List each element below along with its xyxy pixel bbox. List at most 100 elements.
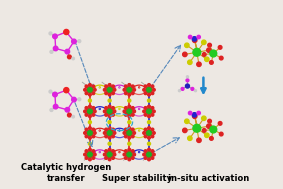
- Circle shape: [147, 142, 151, 145]
- Circle shape: [146, 87, 152, 93]
- Circle shape: [143, 88, 145, 91]
- Circle shape: [89, 84, 91, 86]
- Circle shape: [144, 150, 147, 153]
- Circle shape: [128, 105, 131, 108]
- Circle shape: [85, 85, 88, 88]
- Circle shape: [72, 97, 76, 102]
- Circle shape: [197, 35, 200, 39]
- Circle shape: [202, 129, 206, 132]
- Circle shape: [179, 90, 181, 92]
- Circle shape: [151, 113, 154, 116]
- Circle shape: [107, 130, 113, 136]
- Circle shape: [146, 130, 152, 136]
- Circle shape: [68, 113, 71, 117]
- Circle shape: [144, 92, 147, 95]
- Circle shape: [50, 108, 53, 112]
- Circle shape: [148, 105, 150, 108]
- Circle shape: [143, 110, 145, 113]
- Circle shape: [144, 128, 147, 131]
- Circle shape: [108, 158, 111, 161]
- Circle shape: [143, 132, 145, 134]
- Circle shape: [202, 40, 206, 44]
- Circle shape: [218, 122, 222, 125]
- Circle shape: [107, 152, 113, 158]
- Circle shape: [144, 135, 147, 138]
- Circle shape: [112, 92, 114, 95]
- Circle shape: [192, 114, 197, 119]
- Circle shape: [151, 85, 154, 88]
- Circle shape: [84, 88, 86, 91]
- Circle shape: [125, 85, 127, 88]
- Circle shape: [112, 150, 114, 153]
- Circle shape: [151, 128, 154, 131]
- Circle shape: [192, 113, 197, 117]
- Circle shape: [148, 127, 150, 129]
- Circle shape: [85, 107, 88, 109]
- Circle shape: [92, 157, 95, 159]
- Circle shape: [205, 57, 209, 61]
- Circle shape: [131, 135, 134, 138]
- Circle shape: [123, 88, 126, 91]
- Circle shape: [185, 43, 189, 47]
- Circle shape: [87, 108, 93, 114]
- Circle shape: [126, 87, 132, 93]
- Circle shape: [207, 124, 211, 128]
- Circle shape: [128, 142, 131, 145]
- Circle shape: [108, 115, 111, 118]
- Circle shape: [125, 150, 127, 153]
- Circle shape: [128, 127, 131, 129]
- Circle shape: [108, 136, 111, 139]
- Circle shape: [125, 135, 127, 138]
- Circle shape: [108, 127, 111, 129]
- Circle shape: [85, 92, 88, 95]
- Circle shape: [105, 92, 108, 95]
- Circle shape: [112, 113, 114, 116]
- Circle shape: [123, 110, 126, 113]
- Circle shape: [131, 150, 134, 153]
- Circle shape: [84, 110, 86, 113]
- Circle shape: [153, 88, 155, 91]
- Circle shape: [53, 92, 57, 97]
- Circle shape: [185, 119, 189, 123]
- Circle shape: [144, 157, 147, 159]
- Circle shape: [113, 110, 116, 113]
- Circle shape: [128, 115, 131, 118]
- Circle shape: [105, 150, 108, 153]
- Circle shape: [112, 128, 114, 131]
- Circle shape: [105, 107, 108, 109]
- Circle shape: [105, 113, 108, 116]
- Circle shape: [125, 157, 127, 159]
- Circle shape: [64, 29, 69, 35]
- Circle shape: [89, 115, 91, 118]
- Circle shape: [88, 142, 91, 145]
- Circle shape: [49, 90, 52, 93]
- Circle shape: [103, 110, 106, 113]
- Circle shape: [181, 88, 184, 90]
- Circle shape: [151, 157, 154, 159]
- Circle shape: [128, 158, 131, 161]
- Circle shape: [112, 157, 114, 159]
- Circle shape: [92, 113, 95, 116]
- Circle shape: [133, 153, 136, 156]
- Circle shape: [113, 88, 116, 91]
- Circle shape: [108, 142, 111, 145]
- Circle shape: [210, 126, 217, 133]
- Circle shape: [93, 153, 96, 156]
- Circle shape: [103, 132, 106, 134]
- Circle shape: [188, 60, 192, 64]
- Circle shape: [193, 124, 201, 132]
- Circle shape: [193, 48, 201, 56]
- Circle shape: [143, 153, 145, 156]
- Circle shape: [146, 108, 152, 114]
- Text: Catalytic hydrogen
transfer: Catalytic hydrogen transfer: [21, 163, 112, 183]
- Circle shape: [84, 132, 86, 134]
- Circle shape: [87, 130, 93, 136]
- Circle shape: [92, 135, 95, 138]
- Circle shape: [144, 107, 147, 109]
- Circle shape: [153, 132, 155, 134]
- Circle shape: [202, 116, 206, 120]
- Circle shape: [128, 136, 131, 139]
- Circle shape: [123, 153, 126, 156]
- Circle shape: [218, 46, 222, 49]
- Circle shape: [84, 153, 86, 156]
